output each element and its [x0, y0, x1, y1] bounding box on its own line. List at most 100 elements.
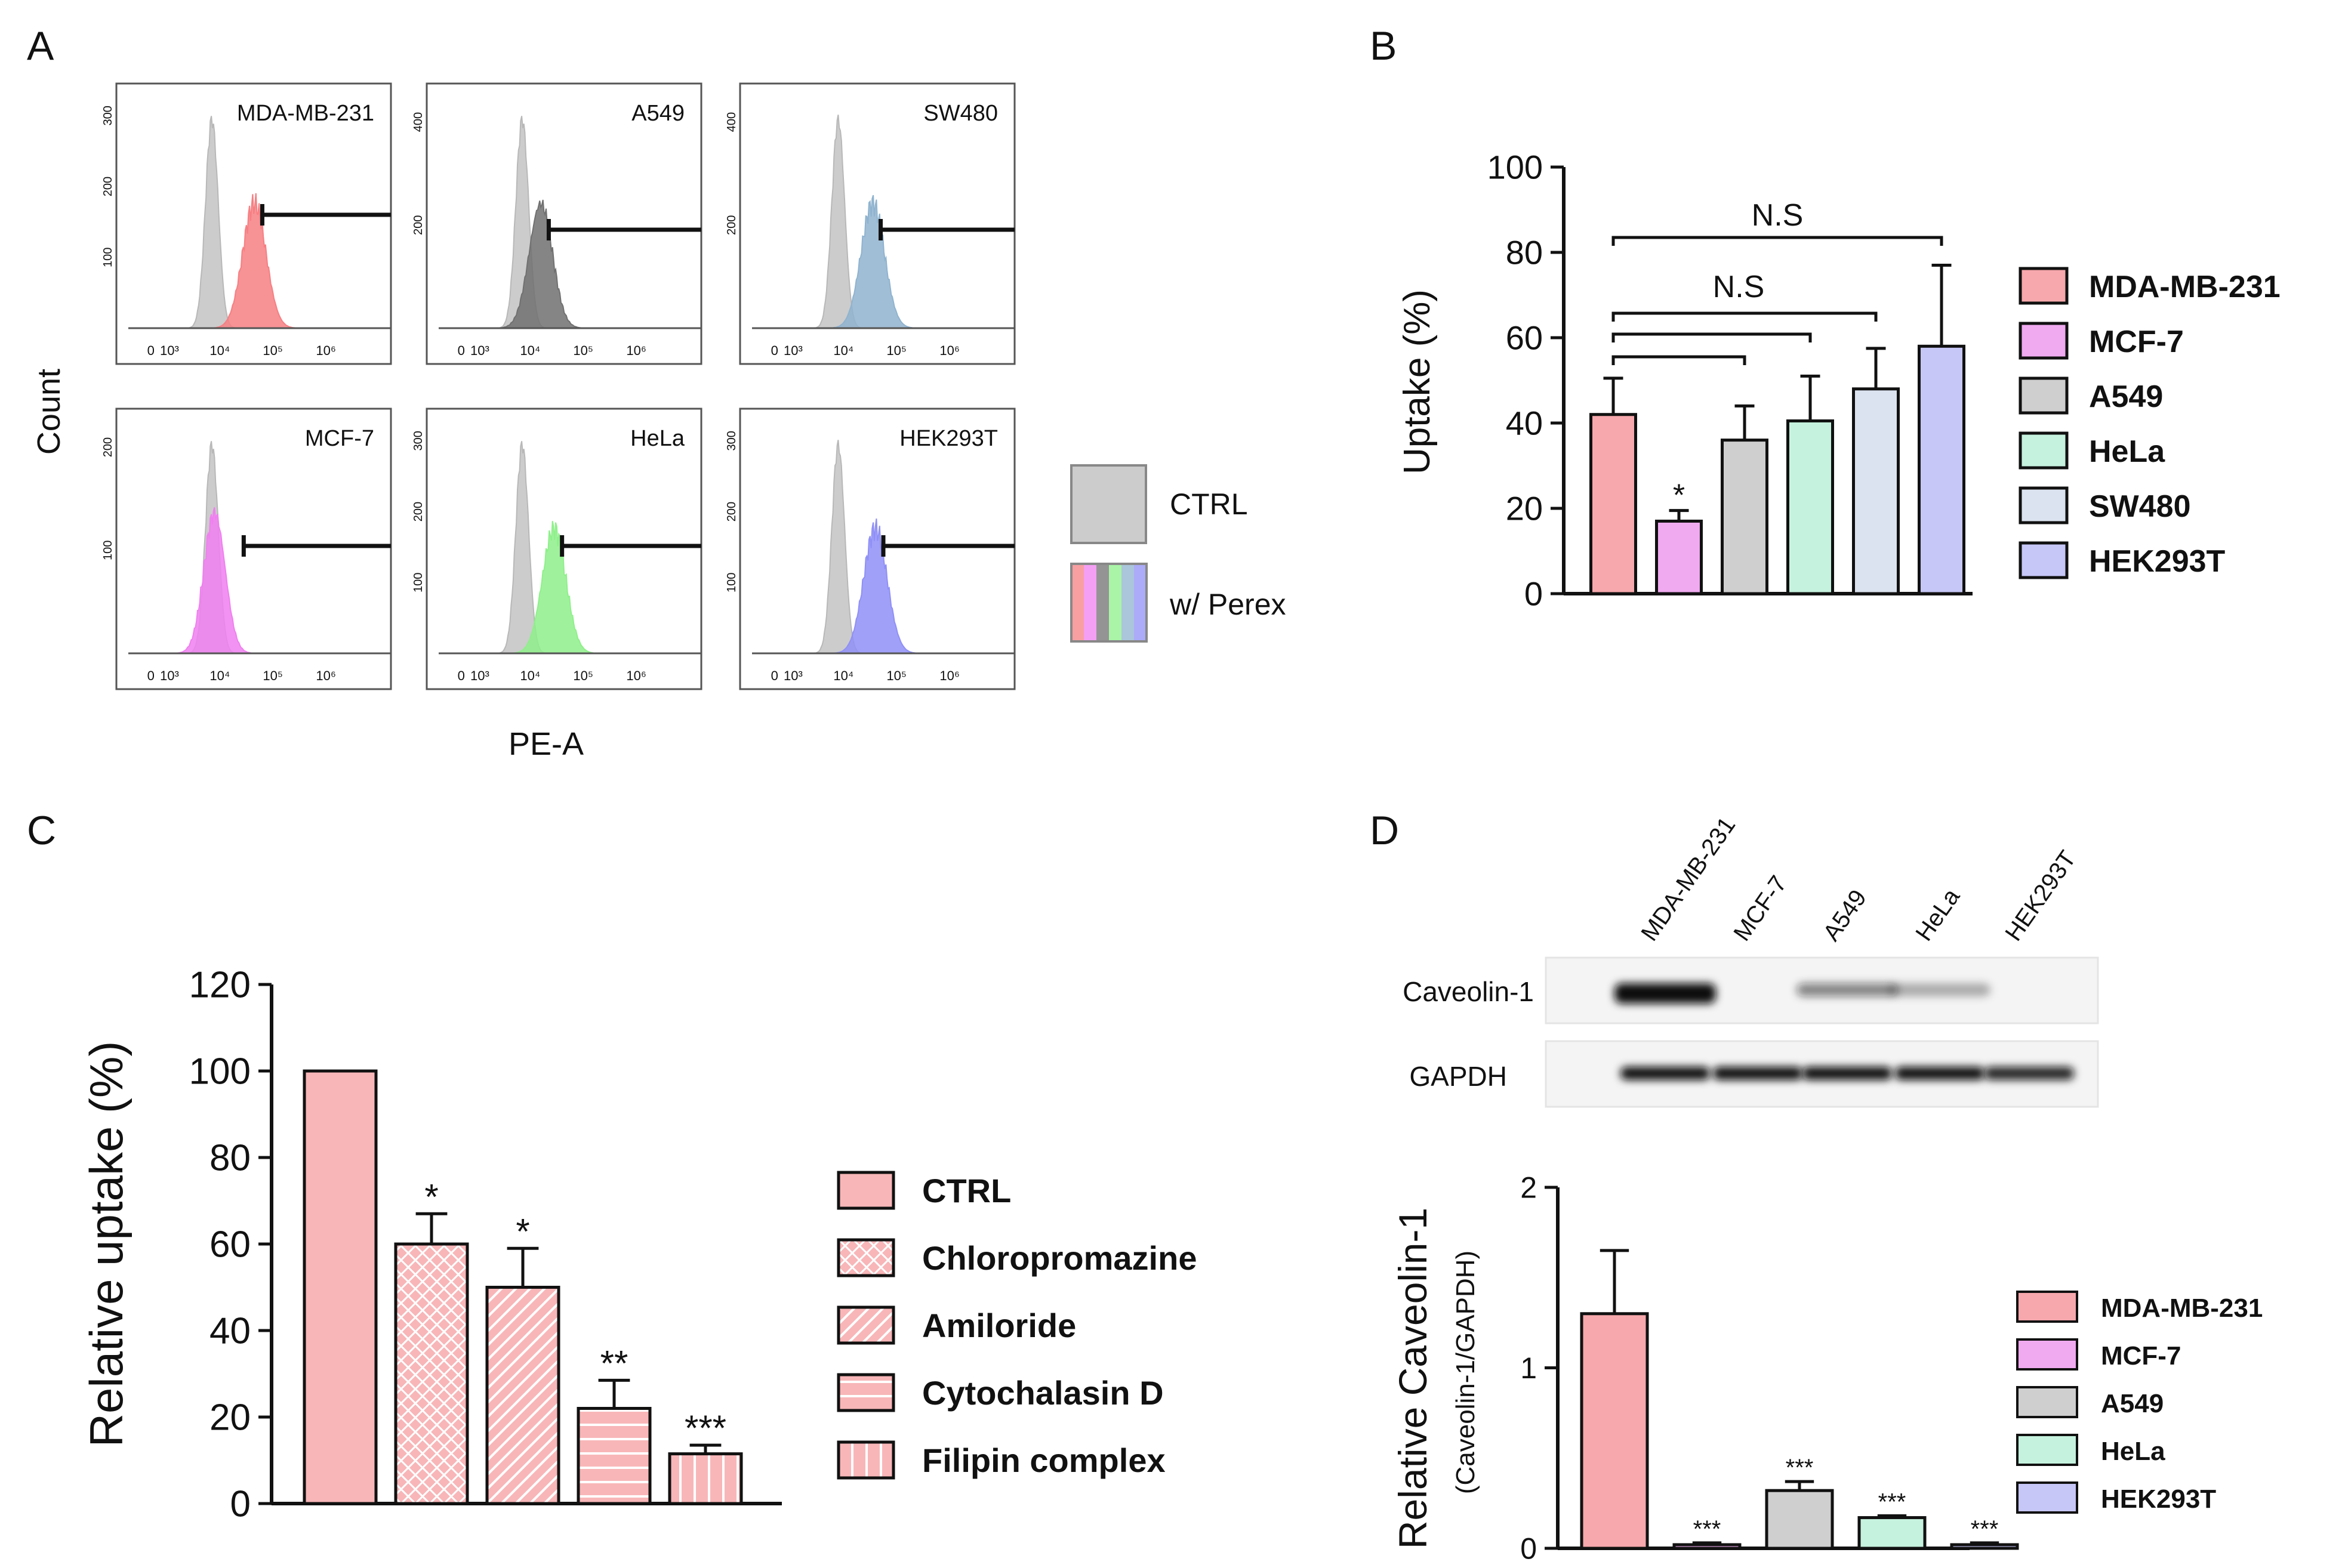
legend-swatch-MCF-7	[2016, 1338, 2078, 1371]
panel-a-flow-histograms: 0 10³ 10⁴ 10⁵ 10⁶ 100 200 300 MDA-MB-231 0 10³ 10⁴ 1…	[31, 82, 1286, 762]
panel-b-uptake-bar-chart: 0 20 40 60 80 100 * Uptake (%) N.S N.S MDA-MB-231 M…	[1397, 149, 2281, 613]
y-tick-label: 40	[209, 1311, 251, 1352]
histogram-SW480: 0 10³ 10⁴ 10⁵ 10⁶ 200 400 SW480	[725, 82, 1016, 365]
bracket-mda-hela	[1611, 332, 1812, 342]
significance-mark: *	[424, 1177, 438, 1217]
y-tick-label: 200	[101, 437, 115, 457]
y-tick-label: 200	[725, 502, 738, 521]
panel-label-a: A	[27, 23, 54, 69]
x-tick-label: 10³	[160, 343, 179, 358]
legend-swatch-Amiloride	[837, 1305, 895, 1345]
x-tick-label: 10⁶	[316, 343, 336, 358]
legend-label-CTRL: CTRL	[922, 1172, 1011, 1209]
legend-swatch-MCF-7	[2019, 322, 2069, 360]
significance-mark: ***	[1971, 1516, 1999, 1542]
x-tick-label: 10⁵	[573, 343, 593, 358]
x-tick-label: 10⁴	[209, 668, 230, 683]
histogram-frame	[115, 82, 392, 365]
legend-swatch-stripe	[1109, 564, 1121, 641]
legend-label-MDA-MB-231: MDA-MB-231	[2101, 1294, 2263, 1323]
legend-swatch-stripe	[1084, 564, 1096, 641]
treated-histogram	[461, 521, 679, 654]
bracket-mda-sw480	[1611, 311, 1878, 322]
y-tick-label: 400	[725, 112, 738, 132]
y-tick-label: 400	[412, 112, 425, 132]
legend-swatch-MDA-MB-231	[2019, 267, 2069, 305]
x-tick-label: 0	[458, 668, 465, 683]
bracket-mda-hek	[1611, 236, 1943, 246]
y-tick-label: 40	[1506, 405, 1543, 442]
legend-label-HeLa: HeLa	[2101, 1437, 2165, 1466]
legend-swatch-perex-frame	[1070, 563, 1148, 643]
legend-swatch-Cytochalasin D	[837, 1373, 895, 1412]
y-tick-label: 1	[1520, 1351, 1537, 1385]
bar-CTRL	[303, 1069, 378, 1505]
bar-HEK293T	[1950, 1543, 2019, 1550]
x-tick-label: 0	[771, 668, 778, 683]
treated-histogram	[774, 195, 993, 329]
lane-label-MDA-MB-231: MDA-MB-231	[1636, 812, 1740, 946]
y-tick-label: 0	[1520, 1532, 1537, 1566]
legend-label-MDA-MB-231: MDA-MB-231	[2089, 270, 2281, 304]
x-tick-label: 10⁶	[626, 343, 646, 358]
x-tick-label: 10⁵	[573, 668, 593, 683]
legend-swatch-Chloropromazine	[837, 1238, 895, 1277]
legend-label-MCF-7: MCF-7	[2089, 325, 2184, 359]
y-tick-label: 200	[412, 215, 425, 235]
gapdh-band	[1620, 1067, 1710, 1080]
x-tick-label: 10⁶	[939, 668, 960, 683]
legend-label-HEK293T: HEK293T	[2101, 1484, 2216, 1514]
y-tick-label: 200	[725, 215, 738, 235]
histogram-name: A549	[631, 101, 685, 126]
y-tick-label: 60	[1506, 319, 1543, 357]
bar-A549	[1765, 1489, 1834, 1550]
ns-label: N.S	[1713, 270, 1765, 304]
legend-label-HEK293T: HEK293T	[2089, 544, 2226, 579]
significance-mark: ***	[1786, 1455, 1814, 1481]
y-tick-label: 100	[725, 573, 738, 592]
legend-swatch-ctrl	[1070, 464, 1147, 544]
y-axis-label: Count	[31, 369, 67, 455]
bar-MCF-7	[1672, 1543, 1742, 1550]
y-tick-label: 300	[412, 431, 425, 450]
lane-label-A549: A549	[1818, 885, 1872, 946]
histogram-name: HeLa	[630, 426, 685, 451]
panel-label-c: C	[27, 808, 56, 853]
legend-label-perex: w/ Perex	[1169, 588, 1286, 621]
y-tick-label: 100	[189, 1051, 251, 1092]
bar-HeLa	[1786, 419, 1834, 595]
legend-swatch-stripe	[1071, 564, 1084, 641]
y-tick-label: 80	[1506, 234, 1543, 271]
histogram-frame	[739, 408, 1016, 690]
bar-Chloropromazine	[394, 1242, 469, 1505]
y-axis-label: Relative uptake (%)	[80, 1041, 132, 1447]
ns-label: N.S	[1752, 198, 1804, 233]
histogram-frame	[739, 82, 1016, 365]
histogram-name: HEK293T	[899, 426, 998, 451]
blot-row-label-caveolin: Caveolin-1	[1403, 976, 1534, 1007]
histogram-A549: 0 10³ 10⁴ 10⁵ 10⁶ 200 400 A549	[412, 82, 702, 365]
gapdh-band	[1895, 1067, 1984, 1080]
legend-swatch-A549	[2016, 1386, 2078, 1418]
bar-HeLa	[1857, 1516, 1927, 1550]
y-tick-label: 100	[1487, 149, 1543, 186]
x-tick-label: 10⁵	[263, 343, 283, 358]
y-tick-label: 0	[230, 1484, 251, 1525]
y-tick-label: 80	[209, 1138, 251, 1179]
legend-label-Cytochalasin D: Cytochalasin D	[922, 1374, 1164, 1412]
legend-label-A549: A549	[2089, 379, 2163, 414]
legend-swatch-A549	[2019, 376, 2069, 415]
histogram-name: SW480	[923, 101, 998, 126]
x-tick-label: 10⁵	[886, 668, 907, 683]
y-tick-label: 100	[101, 541, 115, 560]
x-tick-label: 10⁶	[626, 668, 646, 683]
gapdh-band	[1984, 1067, 2074, 1080]
x-tick-label: 10³	[784, 343, 803, 358]
panel-label-d: D	[1370, 808, 1399, 853]
x-tick-label: 10⁵	[886, 343, 907, 358]
bar-MCF-7	[1655, 519, 1703, 595]
treated-histogram	[150, 507, 369, 654]
bar-MDA-MB-231	[1589, 413, 1637, 595]
